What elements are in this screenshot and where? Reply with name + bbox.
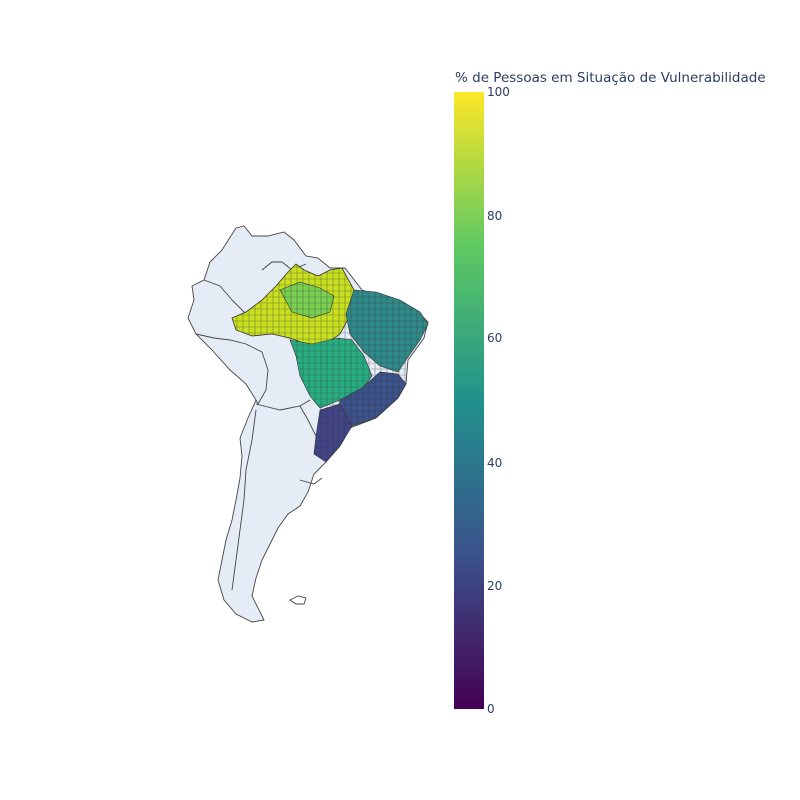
colorbar-tick-60: 60: [487, 331, 503, 345]
colorbar-tick-100: 100: [487, 85, 510, 99]
municipal-borders: [232, 264, 428, 462]
colorbar-gradient: [454, 92, 484, 709]
colorbar-tick-80: 80: [487, 209, 503, 223]
colorbar-tick-20: 20: [487, 579, 503, 593]
colorbar-tick-0: 0: [487, 702, 495, 716]
colorbar-title: % de Pessoas em Situação de Vulnerabilid…: [455, 70, 766, 86]
brazil-choropleth[interactable]: [231, 263, 429, 463]
colorbar-tick-40: 40: [487, 456, 503, 470]
